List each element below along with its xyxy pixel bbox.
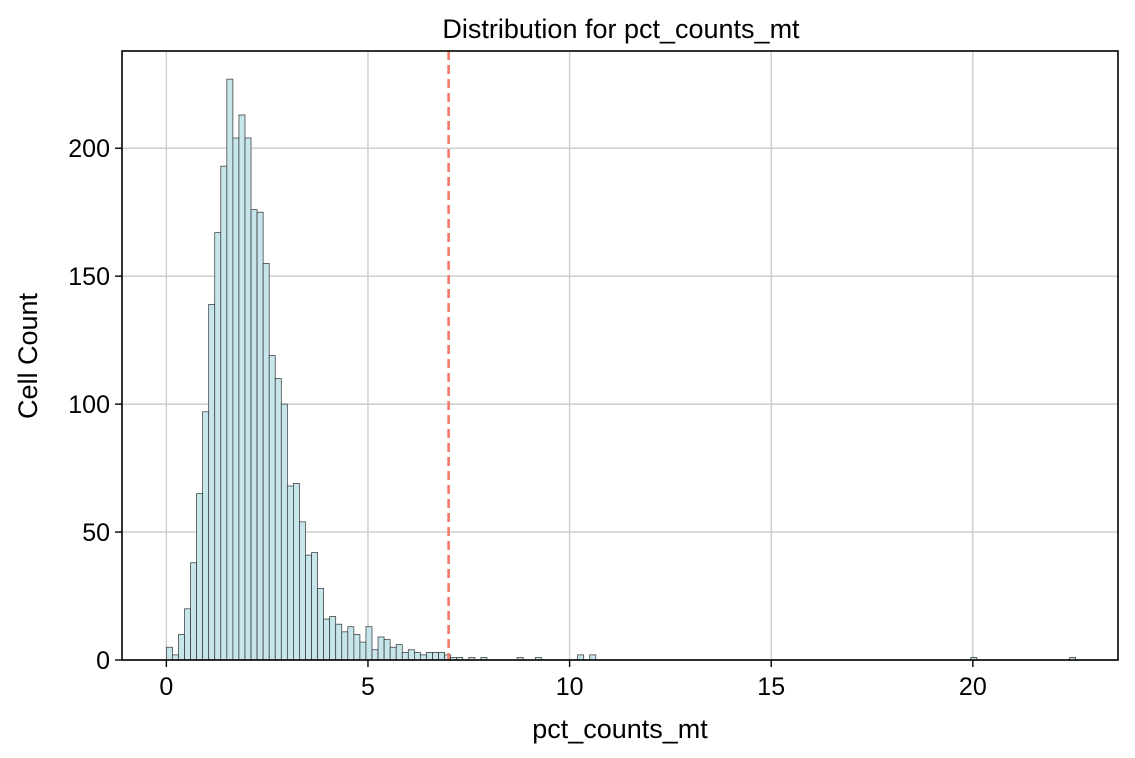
y-tick-label-3: 150 — [68, 263, 110, 291]
x-tick-label-2: 10 — [556, 673, 584, 701]
histogram-bar-5 — [196, 493, 203, 661]
y-tick-label-1: 50 — [82, 519, 110, 547]
histogram-bar-9 — [220, 165, 228, 661]
histogram-bar-44 — [432, 651, 439, 661]
histogram-bar-22 — [299, 521, 306, 661]
histogram-bar-23 — [305, 554, 312, 661]
x-axis-label: pct_counts_mt — [532, 714, 708, 744]
histogram-bar-19 — [280, 403, 288, 661]
histogram-bar-34 — [371, 649, 379, 661]
histogram-bar-35 — [377, 636, 385, 661]
plot-frame — [121, 50, 1119, 661]
histogram-bar-40 — [407, 649, 415, 661]
histogram-bar-29 — [341, 631, 349, 661]
histogram-bar-41 — [413, 651, 421, 661]
histogram-bar-15 — [256, 211, 264, 661]
histogram-bar-30 — [347, 626, 355, 661]
y-tick-label-0: 0 — [96, 647, 110, 675]
y-tick-label-4: 200 — [68, 135, 110, 163]
y-axis-ticks: 0 50 100 150 200 — [68, 135, 122, 675]
histogram-bar-14 — [250, 209, 258, 661]
histogram-bar-33 — [365, 626, 373, 661]
histogram-bar-24 — [311, 552, 318, 661]
histogram-bar-10 — [226, 78, 234, 661]
histogram-bar-17 — [268, 355, 276, 661]
histogram-bar-13 — [244, 137, 252, 661]
histogram-bar-8 — [214, 232, 222, 661]
x-tick-label-1: 5 — [361, 673, 375, 701]
histogram-bar-4 — [190, 562, 197, 661]
histogram-bar-36 — [383, 639, 391, 661]
histogram-bar-3 — [184, 608, 191, 661]
x-tick-label-4: 20 — [959, 673, 987, 701]
histogram-bar-27 — [329, 616, 337, 661]
histogram-bar-6 — [202, 411, 210, 661]
histogram-bar-31 — [353, 634, 361, 661]
histogram-bar-20 — [286, 485, 294, 661]
x-tick-label-3: 15 — [757, 673, 785, 701]
histogram-bar-37 — [389, 646, 397, 661]
histogram-bar-26 — [323, 618, 331, 661]
histogram-bar-21 — [293, 483, 300, 661]
histogram-bar-45 — [438, 651, 445, 661]
histogram-bar-43 — [426, 651, 433, 661]
x-axis-ticks: 0 5 10 15 20 — [159, 660, 987, 701]
x-tick-label-0: 0 — [159, 673, 173, 701]
histogram-bar-2 — [178, 634, 185, 661]
chart-title: Distribution for pct_counts_mt — [442, 14, 800, 44]
histogram-bar-12 — [238, 114, 246, 661]
histogram-bar-0 — [166, 646, 173, 661]
histogram-bar-25 — [317, 588, 324, 661]
histogram-bar-7 — [208, 303, 216, 661]
histogram-bars — [166, 78, 1077, 661]
histogram-bar-28 — [335, 623, 343, 661]
histogram-bar-39 — [401, 651, 409, 661]
histogram-bar-16 — [262, 263, 270, 661]
histogram-bar-11 — [232, 137, 240, 661]
histogram-bar-32 — [359, 641, 367, 661]
histogram-bar-18 — [274, 378, 282, 661]
y-axis-label: Cell Count — [13, 292, 43, 419]
histogram-bar-38 — [395, 644, 403, 661]
y-tick-label-2: 100 — [68, 391, 110, 419]
